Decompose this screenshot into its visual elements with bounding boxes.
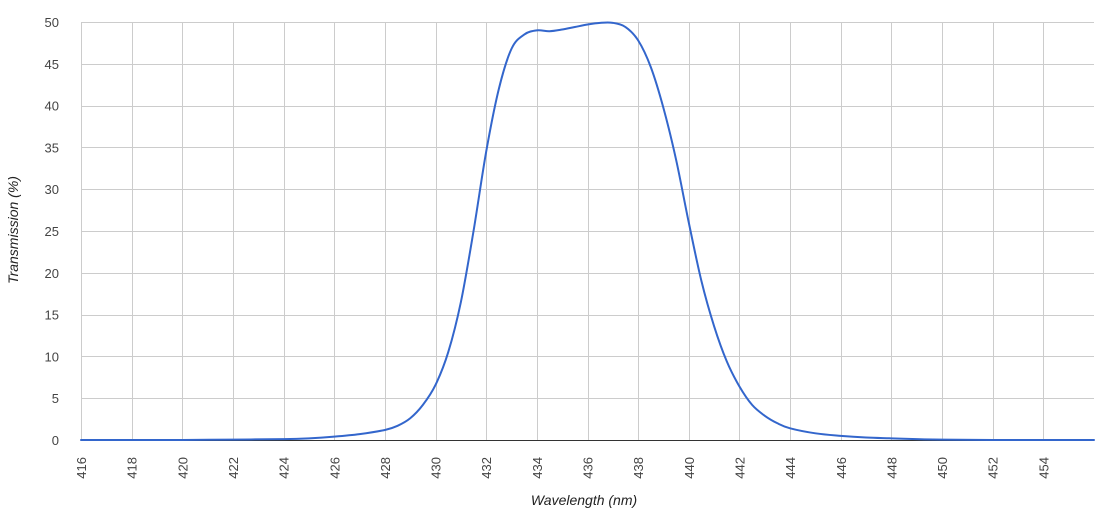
y-tick-label: 30: [45, 182, 59, 197]
y-tick-label: 50: [45, 15, 59, 30]
x-tick-label: 444: [783, 457, 798, 479]
series-line-0: [80, 21, 1095, 441]
x-tick-label: 420: [175, 457, 190, 479]
y-tick-label: 5: [52, 391, 59, 406]
x-tick-label: 428: [378, 457, 393, 479]
x-tick-label: 432: [479, 457, 494, 479]
x-tick-label: 446: [834, 457, 849, 479]
x-tick-labels: 416 418 420 422 424 426 428 430 432 434 436 438 440 4…: [74, 457, 1051, 479]
x-tick-label: 434: [530, 457, 545, 479]
x-tick-label: 416: [74, 457, 89, 479]
y-tick-label: 40: [45, 99, 59, 114]
x-tick-label: 436: [581, 457, 596, 479]
y-tick-labels: 0 5 10 15 20 25 30 35 40 45 50: [45, 15, 59, 448]
x-tick-label: 438: [631, 457, 646, 479]
x-tick-label: 440: [682, 457, 697, 479]
y-tick-label: 15: [45, 308, 59, 323]
y-tick-label: 10: [45, 349, 59, 364]
y-tick-label: 35: [45, 140, 59, 155]
y-axis-title: Transmission (%): [5, 176, 21, 284]
x-tick-label: 426: [327, 457, 342, 479]
y-tick-label: 25: [45, 224, 59, 239]
grid: [81, 22, 1094, 440]
x-axis-title: Wavelength (nm): [531, 492, 637, 508]
x-tick-label: 422: [226, 457, 241, 479]
x-tick-label: 430: [429, 457, 444, 479]
y-tick-label: 45: [45, 57, 59, 72]
y-tick-label: 20: [45, 266, 59, 281]
x-tick-label: 424: [277, 457, 292, 479]
x-tick-label: 450: [935, 457, 950, 479]
x-tick-label: 442: [732, 457, 747, 479]
x-tick-label: 418: [125, 457, 140, 479]
y-tick-label: 0: [52, 433, 59, 448]
x-tick-label: 454: [1036, 457, 1051, 479]
x-tick-label: 452: [986, 457, 1001, 479]
series-layer: [80, 21, 1095, 441]
x-tick-label: 448: [884, 457, 899, 479]
